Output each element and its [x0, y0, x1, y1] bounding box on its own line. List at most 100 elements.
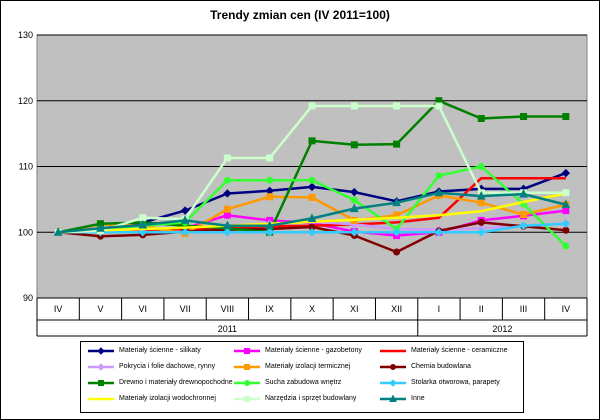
x-tick-label: IV	[54, 304, 63, 314]
data-point	[180, 215, 190, 224]
x-tick-label: V	[97, 304, 103, 314]
data-point	[477, 163, 485, 170]
data-point	[393, 140, 401, 148]
legend-label: Inne	[411, 395, 425, 402]
data-point	[244, 348, 250, 354]
data-point	[476, 190, 486, 200]
legend-label: Drewno i materiały drewnopochodne	[119, 379, 233, 386]
data-point	[97, 347, 105, 355]
data-point	[349, 203, 359, 213]
legend-label: Materiały ścienne - ceramiczne	[411, 347, 508, 354]
data-point	[562, 113, 570, 121]
data-point	[223, 228, 232, 237]
legend-label: Materiały izolacji termicznej	[265, 363, 351, 370]
y-tick-label: 110	[19, 162, 33, 172]
data-point	[138, 219, 148, 229]
x-tick-label: IX	[265, 304, 274, 314]
legend-swatch	[234, 380, 260, 386]
data-point	[98, 380, 104, 386]
data-point	[350, 196, 358, 204]
legend-swatch	[380, 364, 406, 370]
x-tick-label: III	[520, 304, 528, 314]
y-tick-label: 130	[18, 30, 33, 40]
legend-swatch	[88, 363, 114, 371]
y-tick-label: 90	[23, 293, 33, 303]
x-tick-label: I	[438, 304, 441, 314]
data-point	[308, 193, 316, 201]
data-point	[562, 242, 570, 250]
data-point	[350, 228, 359, 237]
legend-label: Materiały ścienne - silikaty	[119, 347, 201, 354]
data-point	[477, 199, 485, 207]
data-point	[520, 113, 528, 121]
data-point	[389, 379, 397, 387]
data-point	[562, 226, 570, 234]
legend-label: Sucha zabudowa wnętrz	[265, 379, 342, 386]
data-point	[393, 102, 401, 110]
x-tick-label: II	[479, 304, 484, 314]
data-point	[307, 213, 317, 222]
x-tick-label: XII	[391, 304, 402, 314]
data-point	[223, 220, 232, 230]
data-point	[266, 176, 274, 184]
legend-swatch	[234, 364, 260, 370]
x-tick-label: VII	[180, 304, 191, 314]
x-tick-label: VI	[139, 304, 148, 314]
series-group	[53, 219, 571, 237]
data-point	[434, 187, 444, 197]
data-point	[223, 189, 232, 198]
data-point	[350, 141, 358, 149]
data-point	[223, 211, 231, 219]
data-point	[266, 154, 274, 162]
data-point	[520, 210, 528, 218]
data-point	[180, 206, 190, 215]
data-point	[244, 396, 250, 402]
data-point	[350, 102, 358, 110]
legend-label: Pokrycia i folie dachowe, rynny	[119, 363, 216, 370]
legend-swatch	[234, 396, 260, 402]
data-point	[477, 218, 485, 226]
data-point	[561, 168, 571, 178]
data-point	[434, 228, 444, 237]
data-point	[350, 187, 359, 197]
legend-swatch	[380, 395, 406, 402]
data-point	[97, 363, 105, 371]
data-point	[180, 228, 190, 237]
data-point	[244, 380, 250, 386]
series-group	[53, 187, 571, 236]
x-tick-label: VIII	[221, 304, 235, 314]
data-point	[307, 228, 317, 237]
data-point	[223, 154, 231, 162]
legend-swatch	[88, 347, 114, 355]
data-point	[265, 220, 275, 230]
data-point	[477, 228, 486, 237]
data-point	[562, 189, 570, 197]
x-tick-label: IV	[562, 304, 571, 314]
data-point	[308, 176, 316, 184]
x-tick-label: X	[309, 304, 315, 314]
y-tick-label: 120	[18, 96, 33, 106]
data-point	[138, 228, 147, 237]
legend-label: Materiały ścienne - gazobetony	[265, 347, 362, 354]
year-group-label: 2012	[492, 324, 512, 334]
series-layer	[53, 97, 571, 256]
data-point	[265, 228, 274, 237]
legend-label: Stolarka otworowa, parapety	[411, 379, 500, 386]
data-point	[393, 248, 401, 256]
legend-label: Narzędzia i sprzęt budowlany	[265, 395, 357, 402]
data-point	[519, 221, 528, 230]
data-point	[139, 214, 147, 222]
data-point	[519, 188, 528, 198]
data-point	[223, 205, 231, 213]
legend-swatch	[380, 349, 406, 353]
data-point	[308, 102, 316, 110]
data-point	[561, 199, 571, 209]
data-point	[392, 197, 401, 207]
chart-title: Trendy zmian cen (IV 2011=100)	[210, 8, 390, 22]
data-point	[435, 102, 443, 110]
data-point	[96, 223, 105, 232]
legend-swatch	[88, 380, 114, 386]
data-point	[435, 172, 443, 180]
year-group-label: 2011	[218, 324, 237, 334]
